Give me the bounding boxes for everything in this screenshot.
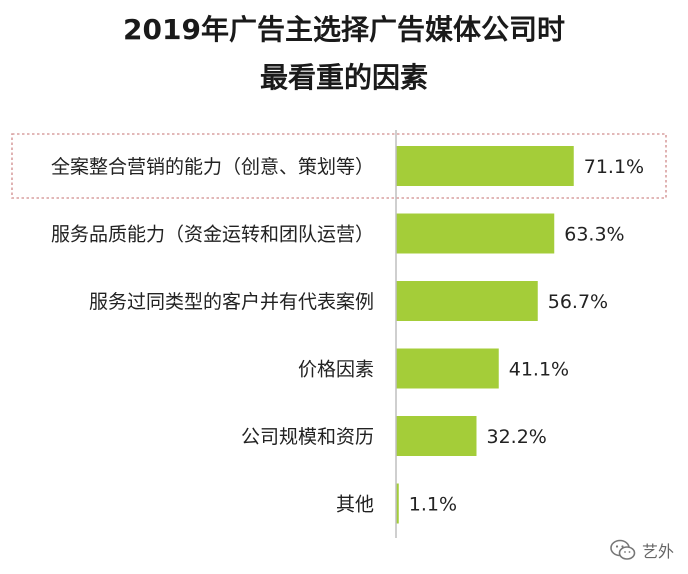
bar (396, 281, 538, 321)
category-label: 公司规模和资历 (241, 426, 374, 448)
value-label: 32.2% (487, 426, 547, 448)
category-label: 其他 (336, 494, 374, 516)
value-label: 41.1% (509, 359, 569, 381)
chart-title-line1: 2019年广告主选择广告媒体公司时 (123, 13, 565, 46)
watermark-text: 艺外 (641, 542, 674, 561)
watermark: 艺外 (610, 538, 674, 562)
highlight-box (11, 133, 667, 199)
category-label: 服务过同类型的客户并有代表案例 (89, 291, 374, 313)
bar (396, 348, 499, 389)
value-label: 1.1% (409, 494, 457, 516)
bar (396, 213, 555, 254)
category-label: 价格因素 (298, 359, 374, 381)
bar (396, 146, 574, 186)
bar (396, 483, 399, 524)
value-label: 56.7% (548, 291, 608, 313)
bar (396, 416, 477, 456)
category-label: 服务品质能力（资金运转和团队运营） (51, 224, 374, 246)
chart-title-line2: 最看重的因素 (259, 61, 428, 94)
wechat-icon (610, 539, 636, 560)
category-label: 全案整合营销的能力（创意、策划等） (51, 156, 374, 178)
value-label: 63.3% (564, 224, 624, 246)
value-label: 71.1% (584, 156, 644, 178)
